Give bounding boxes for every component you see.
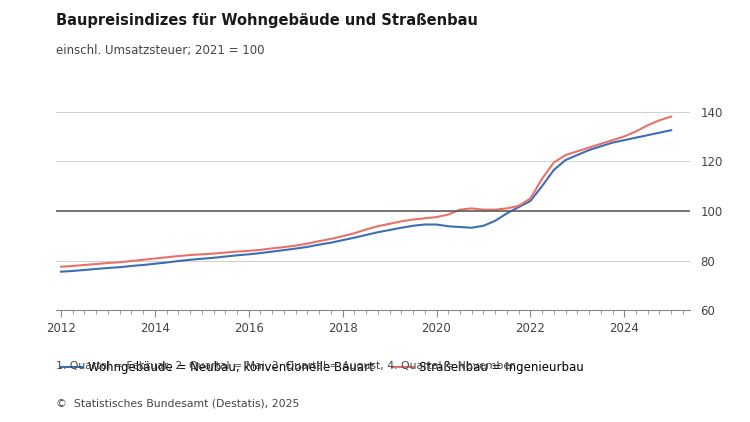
Text: ©  Statistisches Bundesamt (Destatis), 2025: © Statistisches Bundesamt (Destatis), 20… [56, 399, 299, 409]
Text: einschl. Umsatzsteuer; 2021 = 100: einschl. Umsatzsteuer; 2021 = 100 [56, 44, 265, 57]
Text: 1. Quartal = Februar, 2. Quartal = Mai, 3. Quartal = August, 4. Quartal = Novemb: 1. Quartal = Februar, 2. Quartal = Mai, … [56, 361, 514, 371]
Text: Baupreisindizes für Wohngebäude und Straßenbau: Baupreisindizes für Wohngebäude und Stra… [56, 13, 479, 28]
Legend: Wohngebäude = Neubau, konventionelle Bauart, Straßenbau = Ingenieurbau: Wohngebäude = Neubau, konventionelle Bau… [56, 357, 588, 379]
